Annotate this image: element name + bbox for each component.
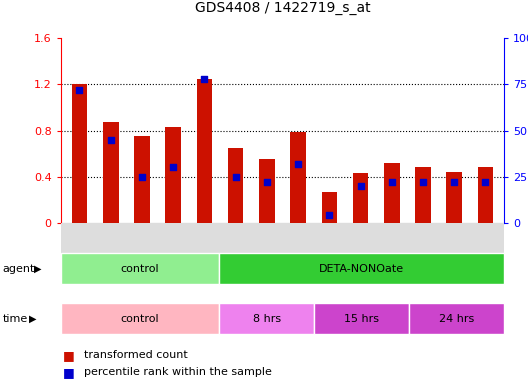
Bar: [259, 159, 275, 223]
Text: ■: ■: [63, 349, 75, 362]
Point: [231, 174, 240, 180]
Point: [200, 76, 209, 82]
Bar: [415, 167, 431, 223]
Text: ▶: ▶: [29, 314, 36, 324]
Bar: [290, 132, 306, 223]
Point: [419, 179, 427, 185]
Bar: [72, 84, 87, 223]
Point: [138, 174, 146, 180]
Text: agent: agent: [3, 264, 35, 274]
Text: transformed count: transformed count: [84, 350, 188, 360]
Text: GDS4408 / 1422719_s_at: GDS4408 / 1422719_s_at: [195, 2, 370, 15]
Bar: [353, 173, 369, 223]
Point: [356, 183, 365, 189]
Bar: [228, 148, 243, 223]
Bar: [103, 122, 118, 223]
Text: DETA-NONOate: DETA-NONOate: [319, 264, 404, 274]
Point: [262, 179, 271, 185]
Text: time: time: [3, 314, 28, 324]
Bar: [478, 167, 493, 223]
Bar: [134, 136, 150, 223]
Point: [450, 179, 458, 185]
Text: 15 hrs: 15 hrs: [344, 314, 379, 324]
Bar: [322, 192, 337, 223]
Bar: [384, 163, 400, 223]
Text: percentile rank within the sample: percentile rank within the sample: [84, 367, 272, 377]
Bar: [165, 127, 181, 223]
Point: [325, 212, 334, 218]
Text: control: control: [120, 264, 159, 274]
Point: [107, 137, 115, 143]
Text: 24 hrs: 24 hrs: [439, 314, 474, 324]
Point: [169, 164, 177, 170]
Text: 8 hrs: 8 hrs: [252, 314, 281, 324]
Bar: [447, 172, 462, 223]
Point: [75, 87, 83, 93]
Bar: [196, 79, 212, 223]
Text: ■: ■: [63, 366, 75, 379]
Point: [294, 161, 303, 167]
Text: ▶: ▶: [34, 264, 42, 274]
Text: control: control: [120, 314, 159, 324]
Point: [388, 179, 396, 185]
Point: [482, 179, 490, 185]
